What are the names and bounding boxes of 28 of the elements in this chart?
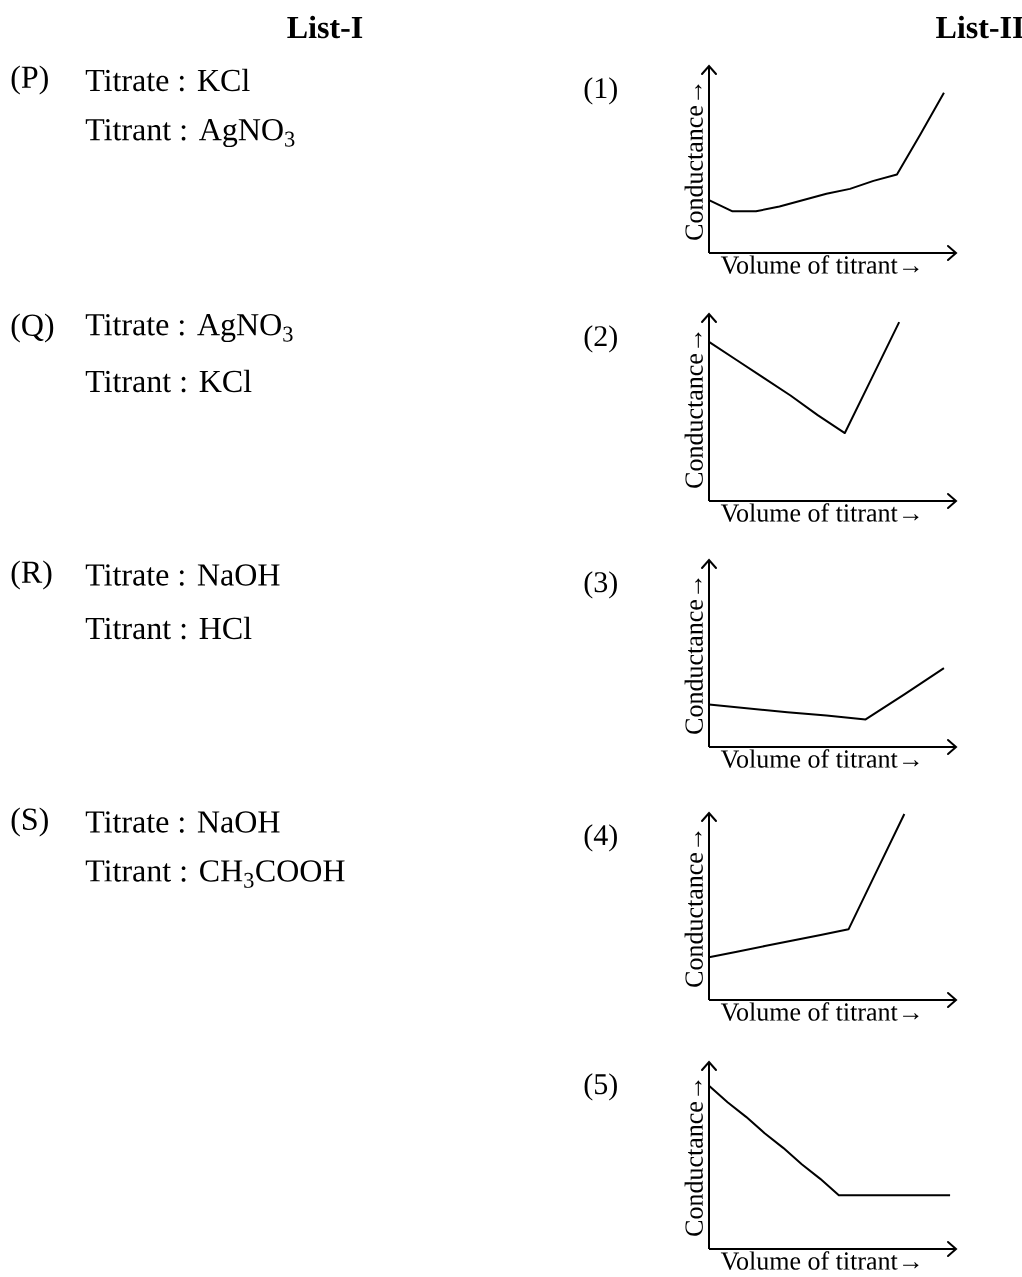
text: Titrate : KCl [85, 68, 250, 92]
y-axis-title: Conductance→ [684, 332, 703, 488]
chart-title: (4) [584, 824, 617, 852]
chart-title: (3) [584, 571, 617, 599]
text: Titrate : AgNO$_{3}$ [85, 313, 293, 343]
y-axis-title: Conductance→ [684, 84, 703, 240]
text: (P) [11, 65, 48, 95]
y-axis-title: Conductance→ [684, 831, 703, 987]
text: (R) [11, 560, 52, 590]
x-axis-title: Volume of titrant→ [720, 1002, 919, 1021]
text: Titrant : AgNO$_{3}$ [85, 118, 295, 148]
chart-title: (1) [584, 77, 617, 105]
x-axis-title: Volume of titrant→ [720, 255, 919, 274]
chart-title: (2) [584, 325, 617, 353]
x-axis-title: Volume of titrant→ [720, 503, 919, 522]
x-axis-title: Volume of titrant→ [720, 749, 919, 768]
text: Titrant : HCl [85, 616, 252, 640]
text: Titrant : KCl [85, 369, 252, 393]
text: Titrate : NaOH [85, 564, 280, 586]
y-axis-title: Conductance→ [684, 1080, 703, 1236]
text: Titrant : CH$_{3}$COOH [85, 860, 345, 888]
chart-title: (5) [584, 1073, 617, 1101]
text: (Q) [11, 313, 54, 343]
text: List-I [287, 15, 363, 39]
y-axis-title: Conductance→ [684, 578, 703, 734]
text: Titrate : NaOH [85, 811, 280, 833]
text: (S) [11, 807, 48, 837]
x-axis-title: Volume of titrant→ [720, 1251, 919, 1270]
